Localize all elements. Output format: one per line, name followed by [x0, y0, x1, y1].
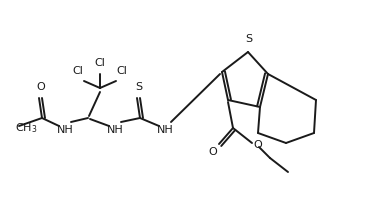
- Text: Cl: Cl: [94, 58, 105, 68]
- Text: Cl: Cl: [73, 66, 83, 76]
- Text: NH: NH: [57, 125, 73, 135]
- Text: NH: NH: [157, 125, 173, 135]
- Text: S: S: [246, 34, 253, 44]
- Text: O: O: [254, 140, 262, 150]
- Text: O: O: [209, 147, 217, 157]
- Text: Cl: Cl: [117, 66, 127, 76]
- Text: O: O: [36, 82, 45, 92]
- Text: CH$_3$: CH$_3$: [15, 121, 38, 135]
- Text: S: S: [135, 82, 143, 92]
- Text: NH: NH: [107, 125, 123, 135]
